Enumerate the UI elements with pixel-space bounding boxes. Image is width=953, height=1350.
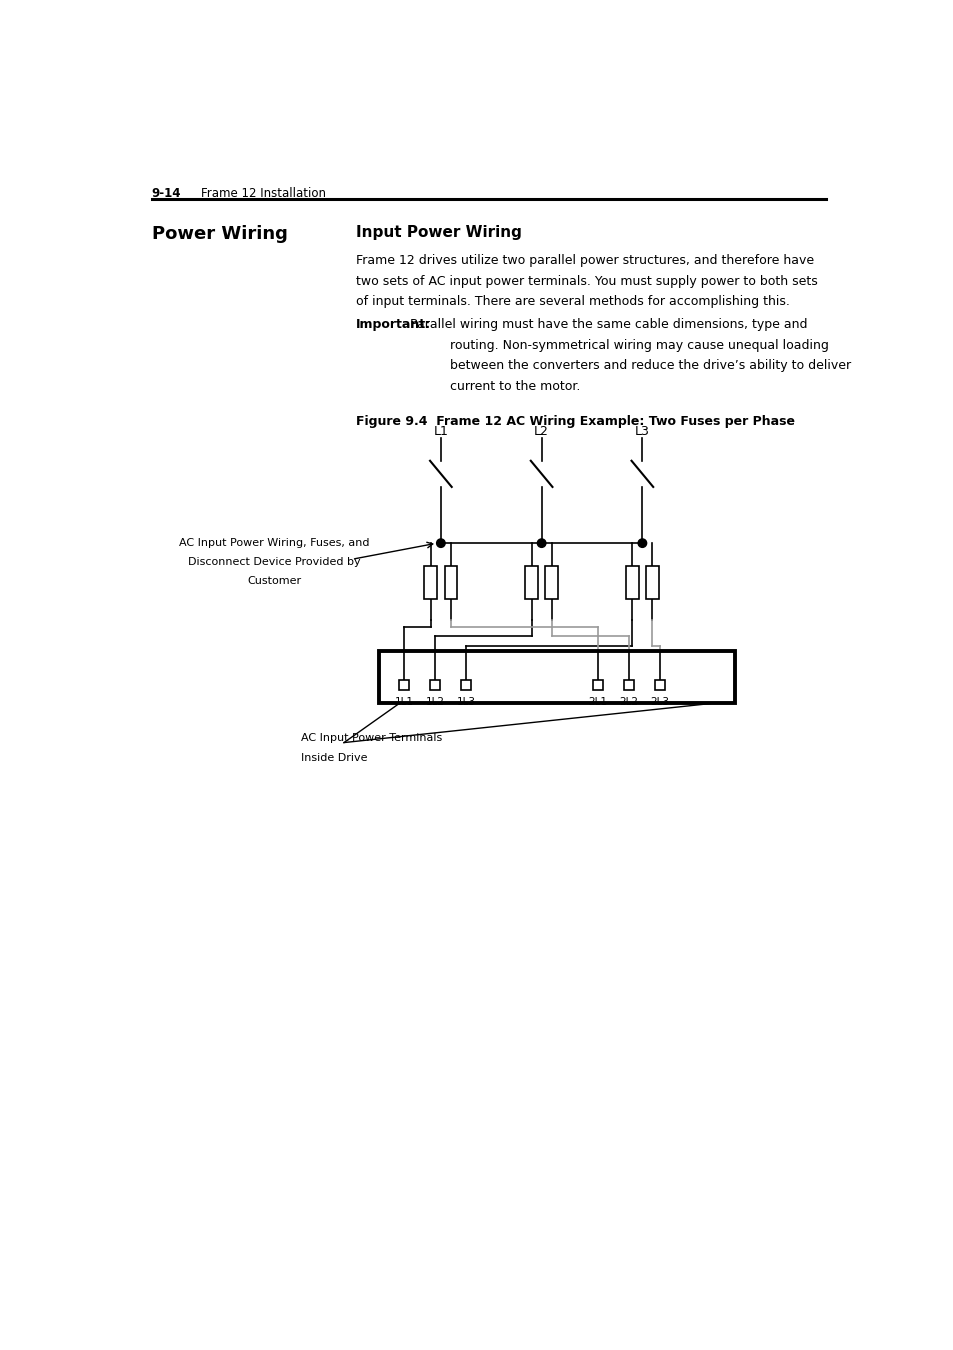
Circle shape — [537, 539, 545, 547]
Text: current to the motor.: current to the motor. — [450, 379, 580, 393]
Text: L2: L2 — [534, 425, 549, 437]
Text: 9-14: 9-14 — [152, 186, 181, 200]
Text: 1L2: 1L2 — [425, 697, 444, 707]
Bar — [378, 651, 735, 702]
Bar — [655, 680, 664, 690]
Circle shape — [638, 539, 646, 547]
Bar — [623, 680, 634, 690]
Text: routing. Non-symmetrical wiring may cause unequal loading: routing. Non-symmetrical wiring may caus… — [450, 339, 828, 352]
Text: Disconnect Device Provided by: Disconnect Device Provided by — [188, 558, 360, 567]
Bar — [625, 566, 638, 598]
Text: L1: L1 — [433, 425, 448, 437]
Text: 2L3: 2L3 — [650, 697, 669, 707]
Text: Inside Drive: Inside Drive — [301, 752, 368, 763]
Bar — [524, 566, 537, 598]
Bar — [399, 680, 409, 690]
Text: 1L1: 1L1 — [395, 697, 414, 707]
Text: Figure 9.4  Frame 12 AC Wiring Example: Two Fuses per Phase: Figure 9.4 Frame 12 AC Wiring Example: T… — [355, 414, 794, 428]
Text: 1L3: 1L3 — [456, 697, 476, 707]
Text: Power Wiring: Power Wiring — [152, 225, 288, 243]
Circle shape — [436, 539, 445, 547]
Text: Parallel wiring must have the same cable dimensions, type and: Parallel wiring must have the same cable… — [410, 319, 806, 331]
Text: Important:: Important: — [355, 319, 431, 331]
Text: two sets of AC input power terminals. You must supply power to both sets: two sets of AC input power terminals. Yo… — [355, 275, 817, 288]
Text: 2L2: 2L2 — [619, 697, 638, 707]
Text: AC Input Power Terminals: AC Input Power Terminals — [301, 733, 442, 744]
Text: of input terminals. There are several methods for accomplishing this.: of input terminals. There are several me… — [355, 296, 789, 308]
Text: Customer: Customer — [247, 576, 301, 586]
Bar — [645, 566, 659, 598]
Bar — [430, 680, 440, 690]
Bar — [461, 680, 471, 690]
Text: L3: L3 — [635, 425, 649, 437]
Text: between the converters and reduce the drive’s ability to deliver: between the converters and reduce the dr… — [450, 359, 850, 373]
Text: Frame 12 Installation: Frame 12 Installation — [200, 186, 325, 200]
Text: AC Input Power Wiring, Fuses, and: AC Input Power Wiring, Fuses, and — [179, 537, 369, 548]
Text: 2L1: 2L1 — [588, 697, 607, 707]
Bar — [545, 566, 558, 598]
Bar — [593, 680, 602, 690]
Bar — [424, 566, 436, 598]
Bar — [444, 566, 456, 598]
Text: Input Power Wiring: Input Power Wiring — [355, 225, 521, 240]
Text: Frame 12 drives utilize two parallel power structures, and therefore have: Frame 12 drives utilize two parallel pow… — [355, 254, 813, 267]
